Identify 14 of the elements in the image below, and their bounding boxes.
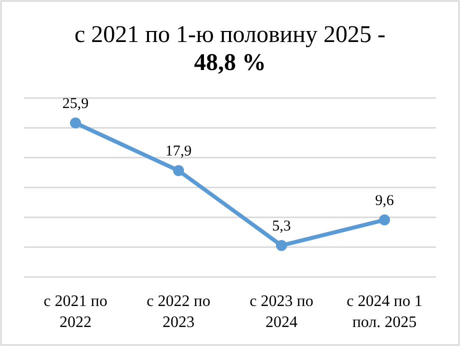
data-label: 17,9 — [165, 144, 192, 160]
point — [276, 240, 287, 251]
point — [173, 165, 184, 176]
point — [379, 214, 390, 226]
data-label: 9,6 — [375, 192, 394, 209]
x-tick-label: с 2022 по 2023 — [146, 293, 210, 331]
data-label: 5,3 — [272, 218, 291, 234]
x-tick-label: с 2021 по 2022 — [44, 293, 108, 331]
point — [70, 118, 81, 128]
chart-subtitle: 48,8 % — [194, 50, 266, 76]
chart-title: с 2021 по 1-ю половину 2025 - — [74, 22, 386, 48]
data-label: 25,9 — [62, 96, 89, 112]
x-tick-label: с 2024 по 1 пол. 2025 — [346, 293, 422, 331]
x-tick-label: с 2023 по 2024 — [250, 293, 314, 331]
